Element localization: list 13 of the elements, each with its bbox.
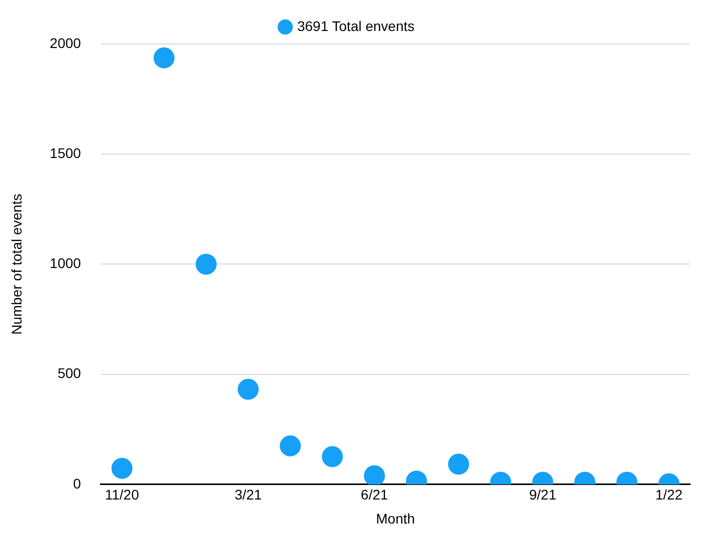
y-tick-label: 500 xyxy=(58,365,82,382)
y-tick-label: 1000 xyxy=(50,255,82,272)
x-tick-label: 11/20 xyxy=(104,486,140,503)
x-tick-label: 9/21 xyxy=(529,486,557,503)
x-axis-title: Month xyxy=(376,510,415,526)
x-tick-label: 6/21 xyxy=(360,486,388,503)
y-tick-label: 2000 xyxy=(50,34,82,51)
legend-label: 3691 Total envents xyxy=(297,18,415,34)
x-tick-label: 1/22 xyxy=(655,486,683,503)
y-tick-label: 1500 xyxy=(50,144,82,161)
y-axis-title: Number of total events xyxy=(8,194,24,335)
x-tick-label: 3/21 xyxy=(234,486,262,503)
y-tick-label: 0 xyxy=(73,475,82,492)
